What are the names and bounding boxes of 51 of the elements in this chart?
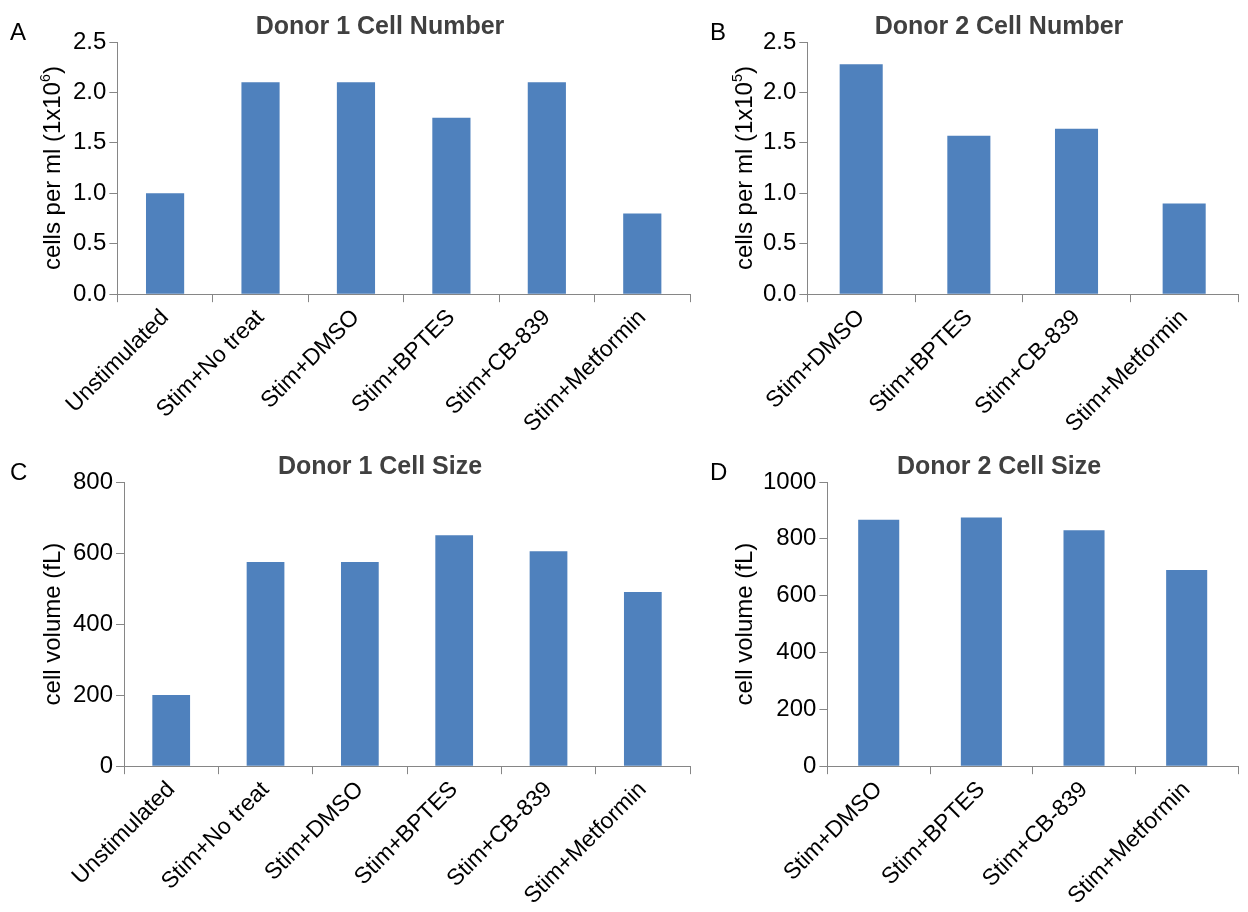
chart-title: Donor 1 Cell Size [277, 450, 483, 479]
y-tick-label: 400 [776, 637, 817, 665]
y-tick-label: 1.5 [762, 127, 797, 155]
bar [146, 193, 185, 294]
y-tick-label: 0.0 [762, 278, 797, 306]
bar [340, 561, 379, 766]
y-tick-label: 1.5 [72, 127, 107, 155]
y-tick-label: 600 [776, 580, 817, 608]
y-tick-label: 2.0 [762, 77, 797, 105]
y-tick-label: 1.0 [762, 177, 797, 205]
chart-title: Donor 2 Cell Number [874, 10, 1124, 39]
y-axis-title: cell volume (fL) [38, 542, 65, 706]
bar [432, 117, 471, 294]
bar [152, 695, 191, 766]
y-tick-label: 800 [73, 466, 114, 494]
y-tick-label: 1.0 [72, 177, 107, 205]
bar [623, 592, 662, 766]
bar [839, 64, 883, 294]
bar [529, 551, 568, 766]
y-tick-label: 600 [73, 537, 114, 565]
y-tick-label: 0.0 [72, 278, 107, 306]
y-tick-label: 2.5 [72, 26, 107, 54]
bar [336, 82, 376, 294]
y-tick-label: 1000 [763, 466, 817, 494]
chart-title: Donor 1 Cell Number [255, 10, 505, 39]
y-axis-title: cell volume (fL) [730, 542, 757, 706]
bar [246, 561, 285, 766]
bar [1054, 128, 1099, 294]
y-tick-label: 0 [99, 750, 114, 778]
y-tick-label: 200 [73, 679, 114, 707]
chart-title: Donor 2 Cell Size [896, 450, 1102, 479]
y-tick-label: 200 [776, 693, 817, 721]
y-axis-title: cells per ml (1x106) [37, 66, 65, 271]
bar [527, 82, 566, 294]
text: C [10, 458, 28, 485]
y-tick-label: 0.5 [72, 228, 107, 256]
y-tick-label: 0 [803, 750, 817, 778]
text: B [710, 18, 727, 45]
bar [435, 535, 474, 766]
bar [623, 213, 662, 294]
bar [947, 135, 991, 294]
text: A [10, 18, 27, 45]
bar [1162, 203, 1206, 294]
y-axis-title: cells per ml (1x105) [729, 66, 757, 271]
y-tick-label: 400 [73, 608, 114, 636]
bar [241, 82, 280, 294]
y-tick-label: 800 [776, 523, 817, 551]
y-tick-label: 0.5 [762, 228, 797, 256]
y-tick-label: 2.5 [762, 26, 797, 54]
text: D [710, 458, 728, 485]
y-tick-label: 2.0 [72, 77, 107, 105]
